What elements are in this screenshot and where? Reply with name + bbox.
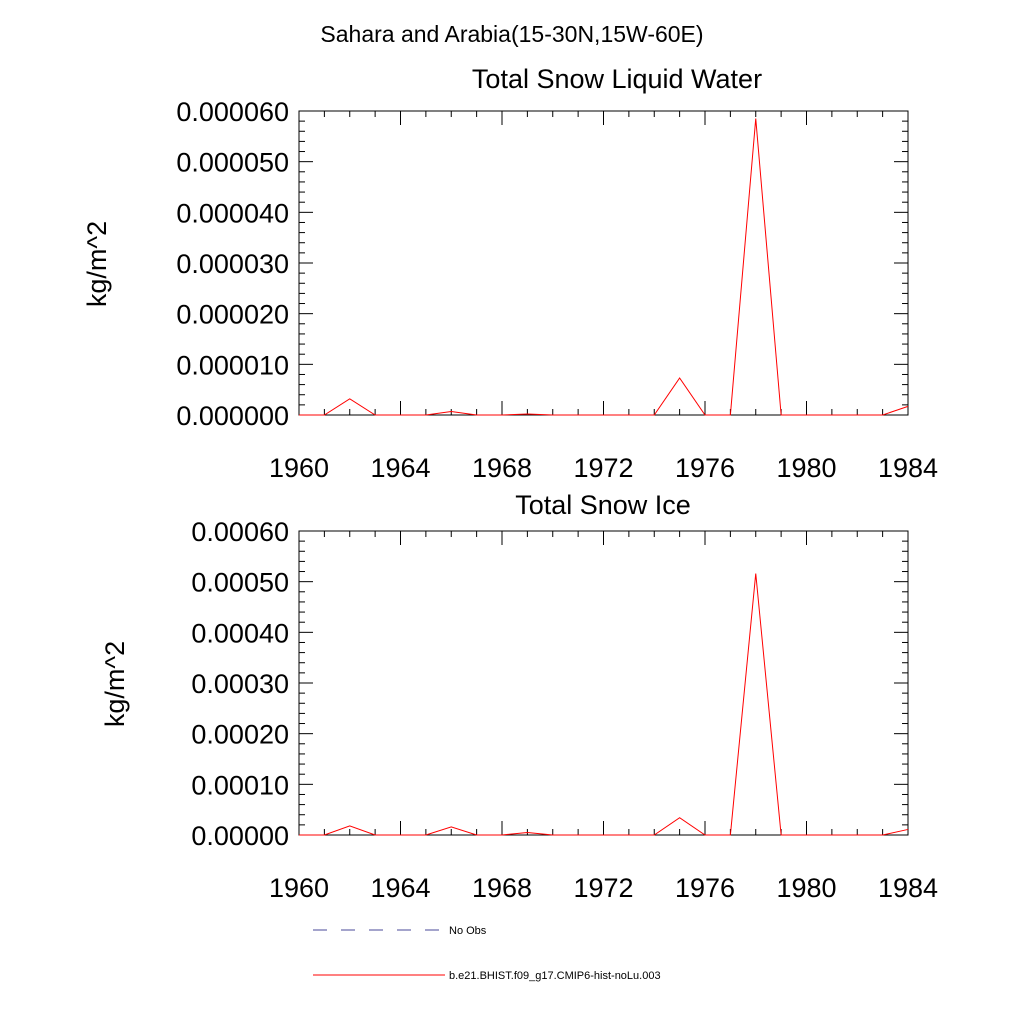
y-tick-label: 0.00000	[191, 821, 289, 851]
x-tick-label: 1980	[776, 873, 836, 903]
panel-title: Total Snow Liquid Water	[472, 64, 762, 94]
y-tick-label: 0.00030	[191, 669, 289, 699]
y-tick-label: 0.00050	[191, 568, 289, 598]
x-tick-label: 1976	[675, 873, 735, 903]
y-tick-label: 0.000020	[176, 300, 289, 330]
y-tick-label: 0.000050	[176, 148, 289, 178]
plot-frame	[298, 110, 909, 416]
x-tick-label: 1960	[269, 873, 329, 903]
y-tick-label: 0.000010	[176, 350, 289, 380]
x-tick-label: 1968	[472, 873, 532, 903]
panel-snow-liquid-water: Total Snow Liquid Water kg/m^2 1960 1964 1…	[82, 64, 938, 483]
x-tick-label: 1960	[269, 453, 329, 483]
y-tick-label: 0.00060	[191, 517, 289, 547]
x-tick-label: 1964	[370, 873, 430, 903]
legend-label-model: b.e21.BHIST.f09_g17.CMIP6-hist-noLu.003	[449, 970, 661, 982]
panel-title: Total Snow Ice	[515, 490, 691, 520]
y-tick-label: 0.00040	[191, 618, 289, 648]
legend-label-no-obs: No Obs	[449, 925, 487, 937]
y-tick-label: 0.000040	[176, 198, 289, 228]
x-tick-label: 1980	[776, 453, 836, 483]
y-tick-label: 0.000030	[176, 249, 289, 279]
x-tick-label: 1984	[878, 873, 938, 903]
plot-frame	[298, 530, 909, 836]
x-tick-label: 1964	[370, 453, 430, 483]
figure-title: Sahara and Arabia(15-30N,15W-60E)	[320, 21, 703, 47]
x-tick-label: 1968	[472, 453, 532, 483]
series-line	[299, 573, 909, 836]
y-tick-label: 0.000000	[176, 401, 289, 431]
x-tick-label: 1976	[675, 453, 735, 483]
y-tick-label: 0.000060	[176, 97, 289, 127]
y-tick-label: 0.00010	[191, 770, 289, 800]
y-axis-label: kg/m^2	[82, 221, 112, 307]
x-tick-label: 1972	[573, 873, 633, 903]
x-tick-label: 1972	[573, 453, 633, 483]
panel-snow-ice: Total Snow Ice kg/m^2 1960 1964 1968 1972 19…	[100, 490, 938, 903]
legend: No Obs b.e21.BHIST.f09_g17.CMIP6-hist-no…	[313, 925, 661, 982]
y-axis-label: kg/m^2	[100, 641, 130, 727]
series-line	[299, 118, 909, 416]
x-tick-label: 1984	[878, 453, 938, 483]
y-tick-label: 0.00020	[191, 720, 289, 750]
